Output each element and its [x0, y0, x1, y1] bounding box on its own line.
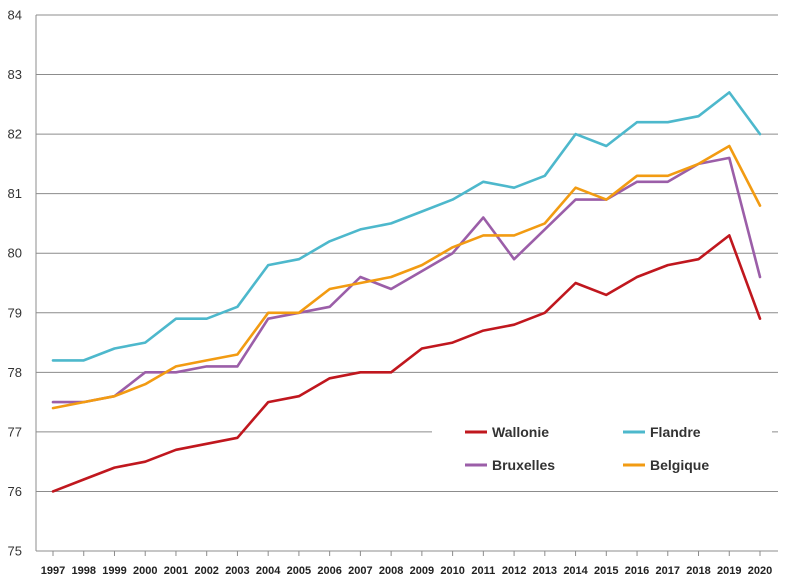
y-tick-label: 80	[8, 246, 22, 261]
x-tick-label: 2013	[533, 565, 557, 577]
x-tick-label: 2010	[440, 565, 464, 577]
y-tick-label: 79	[8, 305, 22, 320]
axes	[35, 15, 778, 556]
series-line-wallonie	[51, 234, 762, 493]
series-lines	[51, 91, 762, 493]
x-tick-label: 2002	[194, 565, 218, 577]
x-tick-label: 2011	[471, 565, 495, 577]
series-line-flandre	[51, 91, 762, 362]
y-tick-label: 75	[8, 544, 22, 559]
x-tick-label: 2001	[164, 565, 188, 577]
x-tick-label: 2009	[410, 565, 434, 577]
x-tick-label: 2018	[686, 565, 710, 577]
legend-background	[432, 410, 772, 488]
x-tick-label: 2000	[133, 565, 157, 577]
x-tick-label: 2020	[748, 565, 772, 577]
y-tick-label: 81	[8, 186, 22, 201]
x-tick-label: 1997	[41, 565, 65, 577]
series-line-belgique	[51, 144, 762, 410]
y-tick-label: 83	[8, 67, 22, 82]
x-tick-label: 1999	[102, 565, 126, 577]
series-line-bruxelles	[51, 156, 762, 404]
x-tick-label: 2006	[317, 565, 341, 577]
x-tick-label: 2016	[625, 565, 649, 577]
x-tick-label: 2003	[225, 565, 249, 577]
x-tick-label: 1998	[71, 565, 95, 577]
x-tick-label: 2012	[502, 565, 526, 577]
y-tick-label: 76	[8, 484, 22, 499]
legend-label: Wallonie	[492, 424, 549, 440]
y-tick-label: 82	[8, 127, 22, 142]
legend: Wallonie Flandre Bruxelles Belgique	[432, 410, 772, 488]
legend-label: Bruxelles	[492, 457, 555, 473]
x-tick-label: 2017	[656, 565, 680, 577]
x-tick-labels: 1997 1998 1999 2000 2001 2002 2003 2004 2005 2006…	[41, 565, 772, 577]
y-tick-label: 77	[8, 424, 22, 439]
x-tick-label: 2019	[717, 565, 741, 577]
y-tick-label: 78	[8, 365, 22, 380]
x-tick-label: 2015	[594, 565, 618, 577]
x-tick-label: 2005	[287, 565, 311, 577]
x-tick-label: 2014	[563, 565, 588, 577]
y-tick-label: 84	[8, 8, 22, 23]
y-tick-labels: 75 76 77 78 79 80 81 82 83 84	[8, 8, 22, 559]
x-tick-label: 2007	[348, 565, 372, 577]
legend-label: Flandre	[650, 424, 701, 440]
legend-label: Belgique	[650, 457, 709, 473]
x-tick-label: 2008	[379, 565, 403, 577]
x-tick-label: 2004	[256, 565, 281, 577]
